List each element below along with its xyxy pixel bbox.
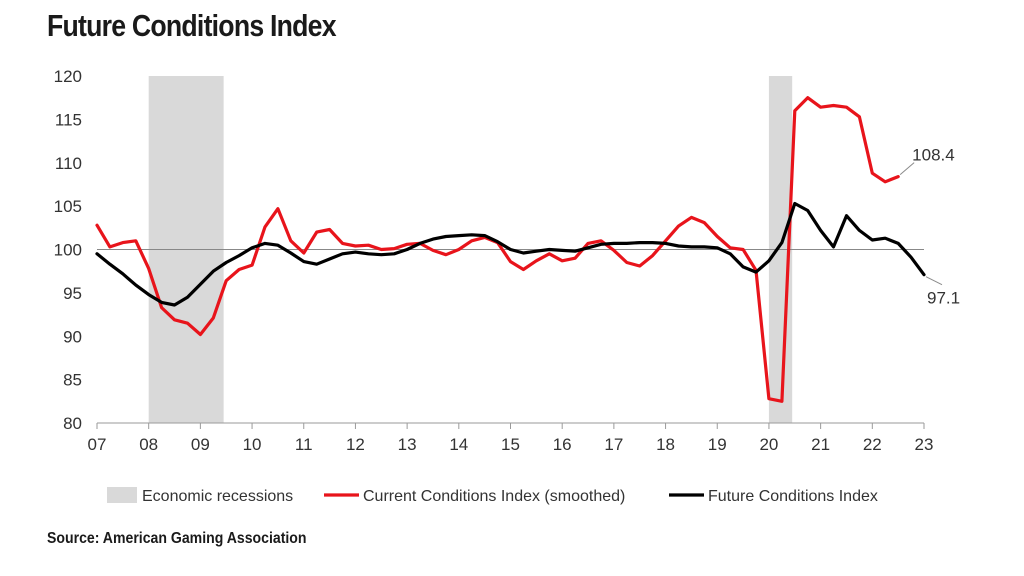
chart-axes: 80 85 90 95 100 105 110 115 120 07 08 09 10 11 12 13 14 1…: [54, 67, 934, 454]
chart-title: Future Conditions Index: [47, 8, 337, 43]
series-line-future-conditions: [95, 201, 926, 307]
y-tick-label: 85: [63, 371, 82, 390]
legend-swatch-recessions: [107, 487, 137, 503]
x-tick-label: 17: [604, 435, 623, 454]
x-tick-label: 20: [759, 435, 778, 454]
chart-legend: Economic recessions Current Conditions In…: [107, 487, 878, 505]
legend-label-recessions: Economic recessions: [142, 488, 293, 505]
x-tick-label: 13: [398, 435, 417, 454]
x-tick-label: 15: [501, 435, 520, 454]
legend-label-current: Current Conditions Index (smoothed): [363, 488, 625, 505]
x-tick-label: 16: [553, 435, 572, 454]
x-tick-label: 10: [243, 435, 262, 454]
y-tick-label: 110: [55, 154, 82, 173]
y-tick-label: 90: [63, 327, 82, 346]
y-tick-label: 100: [54, 241, 82, 260]
y-tick-label: 105: [54, 197, 82, 216]
x-tick-label: 22: [863, 435, 882, 454]
source-note: Source: American Gaming Association: [47, 530, 307, 547]
x-tick-label: 14: [449, 435, 468, 454]
x-tick-label: 18: [656, 435, 675, 454]
annotation-label: 108.4: [912, 146, 955, 165]
y-tick-label: 95: [63, 284, 82, 303]
x-tick-label: 08: [139, 435, 158, 454]
chart-annotations: 108.4 97.1: [899, 146, 960, 308]
x-tick-label: 19: [708, 435, 727, 454]
x-tick-label: 07: [88, 435, 107, 454]
y-tick-label: 115: [55, 110, 82, 129]
x-tick-label: 23: [915, 435, 934, 454]
x-tick-label: 09: [191, 435, 210, 454]
y-tick-label: 80: [63, 414, 82, 433]
legend-label-future: Future Conditions Index: [708, 488, 878, 505]
chart-series: [95, 96, 926, 403]
annotation-leader-line: [899, 162, 915, 176]
annotation-label: 97.1: [927, 289, 960, 308]
x-tick-label: 12: [346, 435, 365, 454]
annotation-leader-line: [925, 276, 943, 286]
x-tick-label: 11: [295, 435, 313, 454]
x-tick-label: 21: [811, 435, 830, 454]
y-tick-label: 120: [54, 67, 82, 86]
